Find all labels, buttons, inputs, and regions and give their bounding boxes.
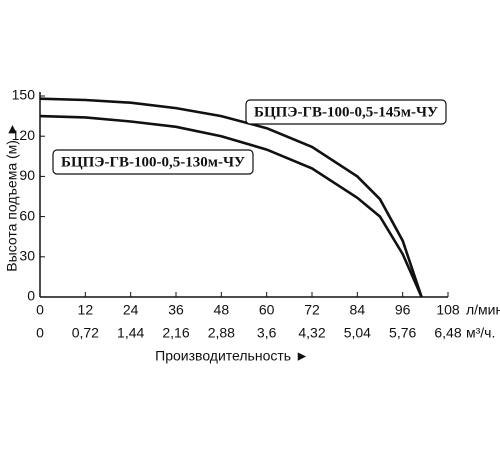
legend-label: БЦПЭ-ГВ-100-0,5-145м-ЧУ bbox=[254, 104, 438, 120]
x-tick-label: 12 bbox=[78, 302, 94, 318]
x-tick-label: 108 bbox=[436, 302, 460, 318]
y-tick-label: 150 bbox=[12, 87, 36, 103]
legend-label: БЦПЭ-ГВ-100-0,5-130м-ЧУ bbox=[61, 154, 245, 170]
y-tick-label: 120 bbox=[12, 127, 36, 143]
x2-tick-label: 6,48 bbox=[434, 325, 461, 341]
x-tick-label: 24 bbox=[123, 302, 139, 318]
x-tick-label: 36 bbox=[168, 302, 184, 318]
x2-tick-label: 3,6 bbox=[257, 325, 277, 341]
x2-tick-label: 0,72 bbox=[72, 325, 99, 341]
x-unit: л/мин. bbox=[466, 302, 500, 318]
series-line bbox=[39, 97, 423, 298]
x-tick-label: 60 bbox=[259, 302, 275, 318]
x2-unit: м³/ч. bbox=[466, 325, 495, 341]
legend-box bbox=[52, 149, 254, 175]
x-tick-label: 0 bbox=[36, 302, 44, 318]
series-line bbox=[39, 114, 423, 298]
y-axis-label: Высота подъема (м) ► bbox=[4, 122, 20, 271]
x-tick-label: 84 bbox=[350, 302, 366, 318]
x2-tick-label: 2,16 bbox=[162, 325, 189, 341]
y-tick-label: 90 bbox=[19, 167, 35, 183]
y-tick-label: 60 bbox=[19, 207, 35, 223]
x2-tick-label: 5,76 bbox=[389, 325, 416, 341]
x-tick-label: 48 bbox=[214, 302, 230, 318]
y-tick-label: 30 bbox=[19, 248, 35, 264]
x2-tick-label: 2,88 bbox=[208, 325, 235, 341]
x-tick-label: 96 bbox=[395, 302, 411, 318]
y-tick-label: 0 bbox=[27, 288, 35, 304]
x2-tick-label: 5,04 bbox=[344, 325, 371, 341]
x-tick-label: 72 bbox=[304, 302, 320, 318]
x2-tick-label: 1,44 bbox=[117, 325, 144, 341]
x2-tick-label: 4,32 bbox=[298, 325, 325, 341]
legend-box bbox=[245, 99, 447, 125]
x2-tick-label: 0 bbox=[36, 325, 44, 341]
x-axis-label: Производительность ► bbox=[155, 348, 309, 364]
